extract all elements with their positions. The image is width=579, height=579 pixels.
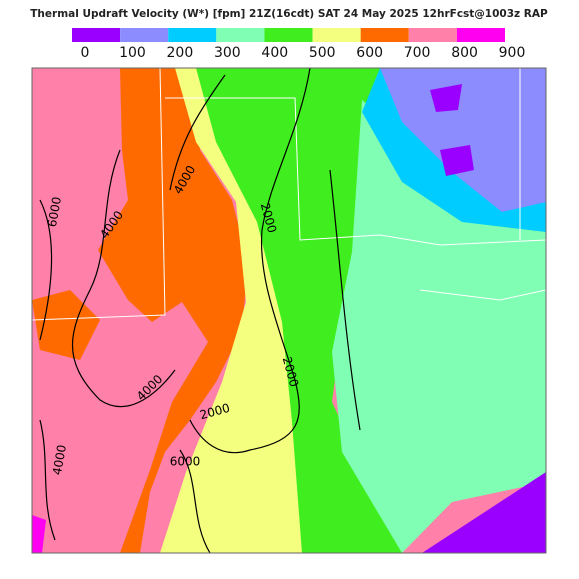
- map-title: Thermal Updraft Velocity (W*) [fpm] 21Z(…: [30, 8, 548, 20]
- legend-tick-label: 200: [167, 45, 194, 61]
- legend-tick-label: 900: [499, 45, 526, 61]
- legend-color-region: [32, 290, 100, 360]
- legend-swatch: [120, 28, 169, 42]
- legend-tick-label: 100: [119, 45, 146, 61]
- map-field: [32, 68, 546, 553]
- legend-color-region: [160, 68, 312, 553]
- legend-swatch: [456, 28, 505, 42]
- legend-swatch: [168, 28, 217, 42]
- legend-swatch: [360, 28, 409, 42]
- contour-lines: [39, 68, 361, 553]
- legend-tick-label: 0: [81, 45, 90, 61]
- legend-tick-label: 600: [356, 45, 383, 61]
- legend-swatch: [216, 28, 265, 42]
- contour-label: 4000: [50, 444, 69, 477]
- legend-color-region: [430, 84, 462, 112]
- legend-color-region: [32, 515, 46, 553]
- contour-label: 6000: [45, 196, 64, 229]
- legend-swatch: [264, 28, 313, 42]
- legend-color-region: [196, 68, 402, 553]
- legend-tick-label: 800: [451, 45, 478, 61]
- contour-label: 6000: [170, 455, 201, 469]
- legend-tick-label: 700: [404, 45, 431, 61]
- legend-color-region: [422, 472, 546, 553]
- color-legend: 0 100 200 300 400 500 600 700 800 900: [72, 28, 525, 61]
- legend-tick-label: 400: [261, 45, 288, 61]
- legend-color-region: [380, 68, 546, 212]
- legend-tick-label: 300: [214, 45, 241, 61]
- map-frame: [31, 67, 547, 554]
- legend-swatch: [408, 28, 457, 42]
- state-borders: [32, 68, 546, 321]
- legend-swatch: [72, 28, 121, 42]
- legend-swatch: [312, 28, 361, 42]
- legend-color-region: [440, 145, 474, 176]
- legend-color-region: [98, 68, 248, 553]
- legend-tick-label: 500: [309, 45, 336, 61]
